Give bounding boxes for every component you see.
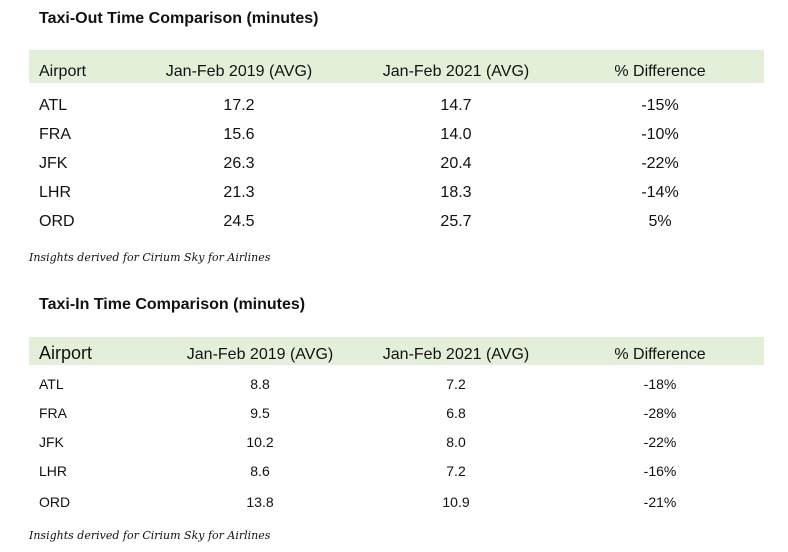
header-pct-diff: % Difference: [614, 63, 706, 80]
cell-2021: 25.7: [440, 213, 472, 230]
taxi-out-table: Airport Jan-Feb 2019 (AVG) Jan-Feb 2021 …: [29, 50, 764, 240]
taxi-out-title: Taxi-Out Time Comparison (minutes): [39, 10, 319, 27]
cell-airport: FRA: [39, 126, 71, 143]
header-pct-diff: % Difference: [614, 346, 706, 363]
table-row: ORD 24.5 25.7 5%: [29, 214, 764, 238]
table-row: JFK 10.2 8.0 -22%: [29, 435, 764, 459]
table-row: ORD 13.8 10.9 -21%: [29, 495, 764, 519]
cell-airport: ORD: [39, 213, 75, 230]
cell-2021: 8.0: [446, 434, 466, 450]
cell-pct-diff: -28%: [643, 405, 677, 421]
cell-pct-diff: -14%: [641, 184, 679, 201]
taxi-in-source-note: Insights derived for Cirium Sky for Airl…: [29, 529, 271, 542]
header-2021: Jan-Feb 2021 (AVG): [382, 63, 530, 80]
taxi-in-table: Airport Jan-Feb 2019 (AVG) Jan-Feb 2021 …: [29, 337, 764, 517]
cell-2021: 10.9: [442, 494, 470, 510]
header-2021: Jan-Feb 2021 (AVG): [382, 346, 530, 363]
table-row: LHR 21.3 18.3 -14%: [29, 185, 764, 209]
taxi-out-source-note: Insights derived for Cirium Sky for Airl…: [29, 251, 271, 264]
cell-2021: 7.2: [446, 376, 466, 392]
cell-2021: 6.8: [446, 405, 466, 421]
cell-2019: 24.5: [223, 213, 255, 230]
cell-pct-diff: -21%: [643, 494, 677, 510]
cell-airport: ORD: [39, 494, 71, 510]
cell-2019: 10.2: [246, 434, 274, 450]
cell-2021: 14.7: [440, 97, 472, 114]
cell-airport: FRA: [39, 405, 67, 421]
cell-2021: 20.4: [440, 155, 472, 172]
cell-pct-diff: -10%: [641, 126, 679, 143]
cell-airport: LHR: [39, 184, 72, 201]
cell-2019: 13.8: [246, 494, 274, 510]
taxi-in-title: Taxi-In Time Comparison (minutes): [39, 296, 306, 313]
cell-airport: JFK: [39, 434, 64, 450]
taxi-out-header-row: Airport Jan-Feb 2019 (AVG) Jan-Feb 2021 …: [29, 50, 764, 83]
taxi-in-header-row: Airport Jan-Feb 2019 (AVG) Jan-Feb 2021 …: [29, 337, 764, 365]
cell-2019: 21.3: [223, 184, 255, 201]
table-row: ATL 8.8 7.2 -18%: [29, 377, 764, 401]
cell-pct-diff: -16%: [643, 463, 677, 479]
cell-pct-diff: 5%: [648, 213, 672, 230]
header-2019: Jan-Feb 2019 (AVG): [186, 346, 334, 363]
cell-2019: 15.6: [223, 126, 255, 143]
cell-pct-diff: -18%: [643, 376, 677, 392]
header-airport: Airport: [39, 63, 87, 80]
cell-pct-diff: -22%: [643, 434, 677, 450]
cell-2019: 8.6: [250, 463, 270, 479]
table-row: LHR 8.6 7.2 -16%: [29, 464, 764, 488]
cell-2019: 9.5: [250, 405, 270, 421]
cell-2019: 8.8: [250, 376, 270, 392]
table-row: ATL 17.2 14.7 -15%: [29, 98, 764, 122]
header-2019: Jan-Feb 2019 (AVG): [165, 63, 313, 80]
cell-2019: 17.2: [223, 97, 255, 114]
cell-airport: LHR: [39, 463, 68, 479]
table-row: JFK 26.3 20.4 -22%: [29, 156, 764, 180]
table-row: FRA 9.5 6.8 -28%: [29, 406, 764, 430]
table-row: FRA 15.6 14.0 -10%: [29, 127, 764, 151]
cell-2021: 14.0: [440, 126, 472, 143]
cell-pct-diff: -22%: [641, 155, 679, 172]
header-airport: Airport: [39, 343, 93, 363]
cell-2021: 7.2: [446, 463, 466, 479]
cell-airport: JFK: [39, 155, 68, 172]
cell-airport: ATL: [39, 97, 68, 114]
cell-2021: 18.3: [440, 184, 472, 201]
cell-2019: 26.3: [223, 155, 255, 172]
cell-airport: ATL: [39, 376, 64, 392]
cell-pct-diff: -15%: [641, 97, 679, 114]
